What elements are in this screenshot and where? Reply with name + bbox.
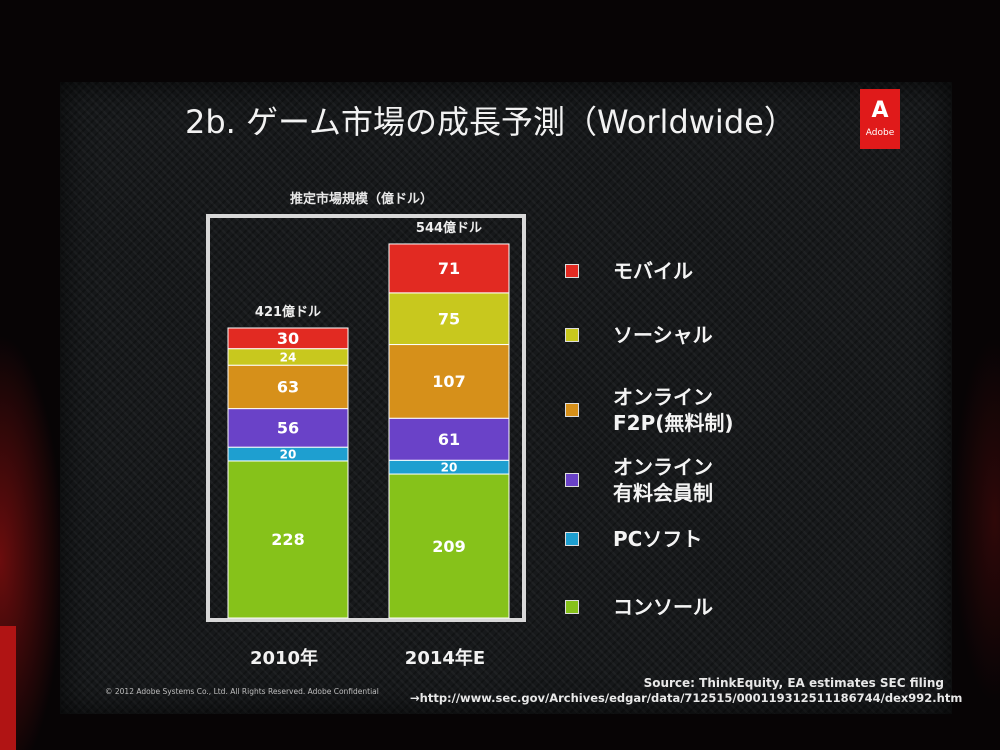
bar-segment-1-2 (388, 417, 510, 461)
adobe-logo-text: Adobe (865, 128, 895, 138)
legend-swatch (565, 328, 579, 342)
bar-value-label: 63 (277, 378, 299, 397)
legend-swatch (565, 473, 579, 487)
bar-value-label: 30 (277, 329, 299, 348)
bar-total-label: 421億ドル (255, 304, 321, 320)
bar-segment-0-2 (227, 408, 349, 448)
source-url: →http://www.sec.gov/Archives/edgar/data/… (410, 691, 963, 705)
legend-swatch (565, 532, 579, 546)
bar-segment-1-5 (388, 243, 510, 294)
legend-label: コンソール (613, 595, 713, 619)
adobe-logo-glyph: A (871, 98, 889, 123)
legend-swatch (565, 264, 579, 278)
legend-label: モバイル (613, 259, 693, 283)
copyright-notice: © 2012 Adobe Systems Co., Ltd. All Right… (105, 687, 379, 696)
chart-legend: モバイルソーシャルオンライン F2P(無料制) オンライン 有料会員制 PCソフトコ… (565, 82, 845, 714)
chart-frame (206, 214, 526, 622)
bar-value-label: 107 (432, 372, 465, 391)
bar-segment-0-3 (227, 364, 349, 410)
bar-value-label: 71 (438, 259, 460, 278)
bar-value-label: 209 (432, 537, 465, 556)
legend-label: オンライン 有料会員制 (613, 455, 713, 505)
bar-segment-0-5 (227, 327, 349, 350)
bar-value-label: 20 (280, 447, 297, 461)
bar-total-label: 544億ドル (416, 220, 482, 236)
chart-subtitle: 推定市場規模（億ドル） (290, 192, 434, 207)
legend-label: ソーシャル (613, 323, 713, 347)
bar-value-label: 75 (438, 309, 460, 328)
legend-swatch (565, 600, 579, 614)
legend-swatch (565, 403, 579, 417)
bar-segment-0-0 (227, 460, 349, 619)
bar-value-label: 228 (271, 530, 304, 549)
bar-value-label: 24 (280, 350, 297, 364)
category-label: 2010年 (250, 647, 318, 669)
stage-edge (0, 626, 16, 750)
category-label: 2014年E (405, 647, 485, 669)
bar-segment-1-4 (388, 292, 510, 346)
slide-title: 2b. ゲーム市場の成長予測（Worldwide） (185, 103, 796, 141)
stacked-bar-chart: 228 20 56 63 24 30 421億ドル 2010年 209 20 61 107 75 71 54… (227, 220, 510, 669)
source-note: Source: ThinkEquity, EA estimates SEC fi… (643, 676, 944, 690)
presentation-slide: 2b. ゲーム市場の成長予測（Worldwide） A Adobe 推定市場規模… (60, 82, 963, 714)
legend-label: PCソフト (613, 527, 703, 551)
adobe-logo: A Adobe (860, 89, 900, 149)
bar-value-label: 20 (441, 460, 458, 474)
bar-value-label: 56 (277, 419, 299, 438)
legend-label: オンライン F2P(無料制) (613, 385, 734, 435)
bar-segment-1-3 (388, 344, 510, 419)
bar-value-label: 61 (438, 430, 460, 449)
